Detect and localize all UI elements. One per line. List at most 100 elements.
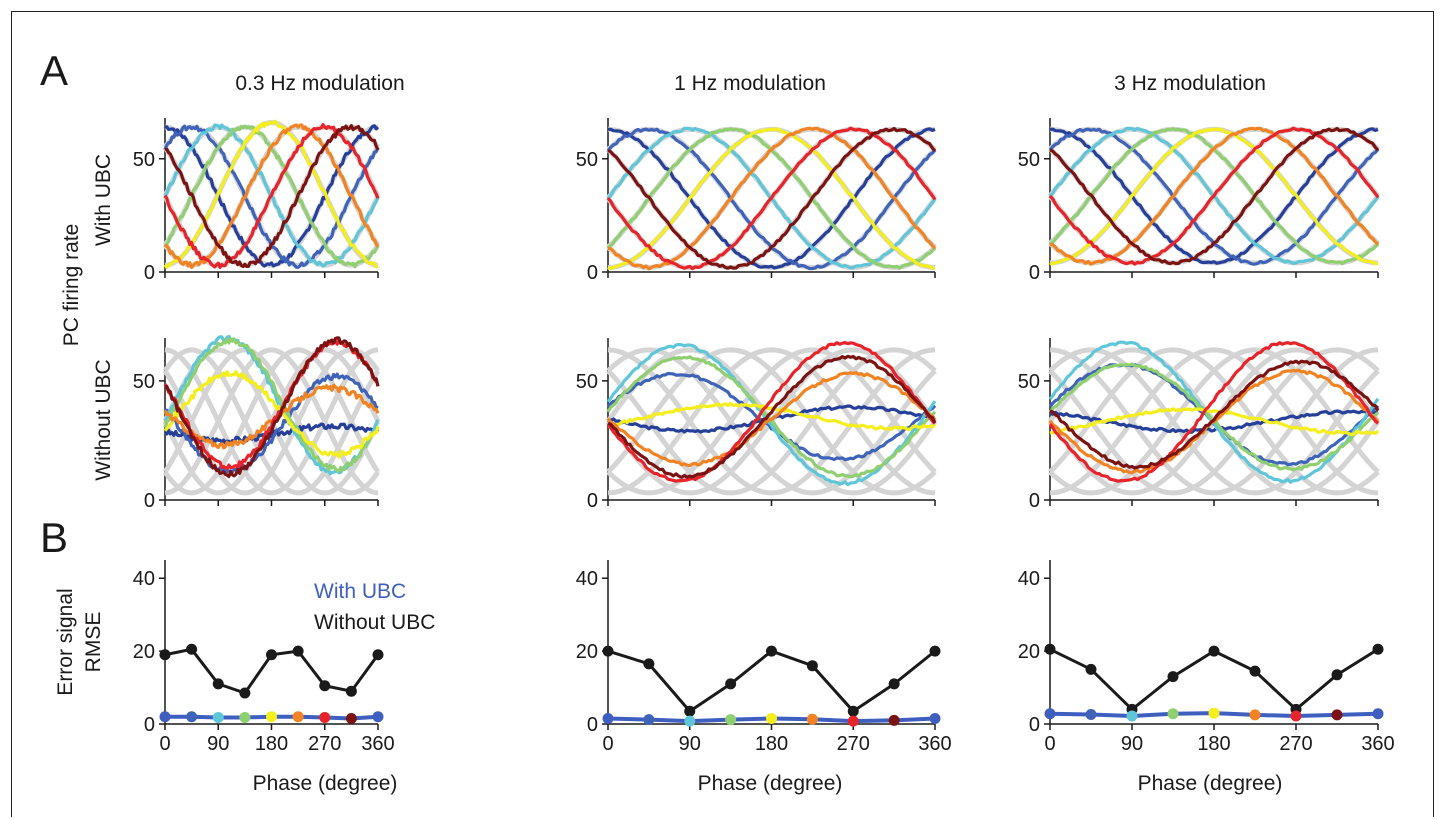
error-point-with-ubc-2-8 xyxy=(1372,708,1384,720)
with-ubc-trace-0-0 xyxy=(164,124,380,268)
error-point-without-ubc-0-2 xyxy=(212,678,224,690)
error-ytick-label-1-40: 40 xyxy=(576,568,598,590)
with-ubc-trace-2-0 xyxy=(1049,127,1379,265)
error-xtick-label-2-180: 180 xyxy=(1197,733,1230,755)
with-ubc-ytick-label-0-0: 0 xyxy=(144,262,155,284)
without-ubc-ytick-label-2-50: 50 xyxy=(1018,371,1040,393)
legend-with-ubc: With UBC xyxy=(314,580,406,603)
error-point-with-ubc-2-1 xyxy=(1085,709,1097,721)
without-ubc-template-2-0 xyxy=(1049,347,1379,496)
error-xtick-label-1-0: 0 xyxy=(602,733,613,755)
panel-label-b: B xyxy=(40,514,68,561)
error-point-without-ubc-0-7 xyxy=(345,685,357,697)
error-point-with-ubc-2-3 xyxy=(1167,708,1179,720)
error-point-with-ubc-0-2 xyxy=(212,711,224,723)
error-point-without-ubc-1-3 xyxy=(725,678,737,690)
error-point-without-ubc-1-4 xyxy=(766,645,777,657)
error-xtick-label-1-360: 360 xyxy=(918,733,951,755)
without-ubc-trace-0-4 xyxy=(163,370,380,459)
without-ubc-template-0-5 xyxy=(162,347,381,496)
error-point-with-ubc-2-2 xyxy=(1126,710,1138,722)
error-xtick-label-0-360: 360 xyxy=(361,733,394,755)
legend-without-ubc: Without UBC xyxy=(314,611,435,634)
with-ubc-trace-2-7 xyxy=(1049,126,1380,266)
figure-frame xyxy=(11,11,1434,817)
without-ubc-trace-0-3 xyxy=(163,337,380,473)
without-ubc-template-1-7 xyxy=(606,347,937,496)
error-xtick-label-0-180: 180 xyxy=(255,733,288,755)
error-point-without-ubc-1-6 xyxy=(847,705,859,717)
error-xtick-label-2-0: 0 xyxy=(1044,733,1055,755)
without-ubc-trace-1-6 xyxy=(606,341,937,483)
error-point-without-ubc-0-1 xyxy=(186,643,198,655)
error-point-without-ubc-1-8 xyxy=(929,645,941,657)
ylabel-error-signal: Error signal xyxy=(54,588,77,695)
with-ubc-trace-1-7 xyxy=(607,126,937,270)
error-point-with-ubc-0-0 xyxy=(159,711,171,723)
with-ubc-ytick-label-1-0: 0 xyxy=(587,262,598,284)
ylabel-without-ubc: Without UBC xyxy=(92,359,115,480)
error-point-with-ubc-0-8 xyxy=(372,711,384,723)
error-point-without-ubc-1-7 xyxy=(888,678,900,690)
ylabel-rmse: RMSE xyxy=(82,612,105,673)
error-xtick-label-2-360: 360 xyxy=(1361,733,1394,755)
error-point-with-ubc-0-4 xyxy=(266,711,277,723)
error-point-without-ubc-1-2 xyxy=(684,705,696,717)
error-xtick-label-2-90: 90 xyxy=(1121,733,1143,755)
error-point-with-ubc-0-3 xyxy=(239,711,251,723)
error-ytick-label-1-0: 0 xyxy=(587,714,598,736)
without-ubc-ytick-label-1-50: 50 xyxy=(576,371,598,393)
without-ubc-ytick-label-1-0: 0 xyxy=(587,490,598,512)
ylabel-with-ubc: With UBC xyxy=(92,154,115,246)
error-point-with-ubc-2-0 xyxy=(1044,708,1056,720)
error-point-with-ubc-1-2 xyxy=(684,715,696,727)
without-ubc-trace-0-7 xyxy=(164,336,380,479)
error-xtick-label-1-180: 180 xyxy=(755,733,788,755)
with-ubc-trace-0-7 xyxy=(164,124,380,269)
without-ubc-template-0-4 xyxy=(164,347,379,496)
error-xtick-label-0-270: 270 xyxy=(308,733,341,755)
error-xtick-label-2-270: 270 xyxy=(1279,733,1312,755)
error-point-without-ubc-0-0 xyxy=(159,649,171,661)
without-ubc-template-1-0 xyxy=(607,347,936,496)
error-point-with-ubc-2-5 xyxy=(1249,709,1261,721)
without-ubc-trace-1-3 xyxy=(606,355,937,479)
error-ytick-label-2-0: 0 xyxy=(1029,714,1040,736)
error-xtick-label-1-270: 270 xyxy=(837,733,870,755)
with-ubc-trace-1-5 xyxy=(607,126,937,271)
without-ubc-trace-2-6 xyxy=(1048,341,1380,483)
error-ytick-label-2-40: 40 xyxy=(1018,568,1040,590)
with-ubc-trace-0-5 xyxy=(163,123,380,270)
without-ubc-trace-1-5 xyxy=(606,370,937,468)
with-ubc-ytick-label-2-50: 50 xyxy=(1018,149,1040,171)
without-ubc-trace-0-0 xyxy=(164,422,380,445)
error-point-with-ubc-1-5 xyxy=(806,713,818,725)
without-ubc-template-1-5 xyxy=(606,347,937,496)
with-ubc-trace-0-6 xyxy=(163,123,380,269)
without-ubc-ytick-label-0-0: 0 xyxy=(144,490,155,512)
error-point-with-ubc-1-6 xyxy=(847,715,859,727)
with-ubc-trace-2-6 xyxy=(1048,126,1380,266)
error-point-with-ubc-1-1 xyxy=(643,714,655,726)
error-point-without-ubc-1-5 xyxy=(806,660,818,672)
error-point-with-ubc-2-4 xyxy=(1208,707,1220,719)
error-ytick-label-1-20: 20 xyxy=(576,641,598,663)
error-line-without-ubc-2 xyxy=(1049,647,1379,712)
error-point-without-ubc-2-8 xyxy=(1372,643,1384,655)
error-point-with-ubc-0-7 xyxy=(345,713,357,725)
error-point-with-ubc-2-7 xyxy=(1331,709,1343,721)
error-point-without-ubc-2-7 xyxy=(1331,669,1343,681)
error-point-with-ubc-0-1 xyxy=(186,711,198,723)
with-ubc-trace-1-6 xyxy=(606,126,937,271)
error-point-with-ubc-1-3 xyxy=(725,714,737,726)
with-ubc-trace-0-4 xyxy=(163,119,379,270)
column-title-1hz: 1 Hz modulation xyxy=(674,72,826,95)
error-ytick-label-0-0: 0 xyxy=(144,714,155,736)
error-point-with-ubc-1-4 xyxy=(766,713,777,725)
error-point-without-ubc-2-5 xyxy=(1249,665,1261,677)
plot-area: 0 50 0 50 0 20 40 0 90 180 270 360 0 50 0 50 0 20 40 0 90 180… xyxy=(133,118,1395,755)
with-ubc-trace-1-0 xyxy=(608,127,936,270)
error-point-without-ubc-2-4 xyxy=(1208,645,1220,657)
without-ubc-template-2-7 xyxy=(1048,347,1380,496)
